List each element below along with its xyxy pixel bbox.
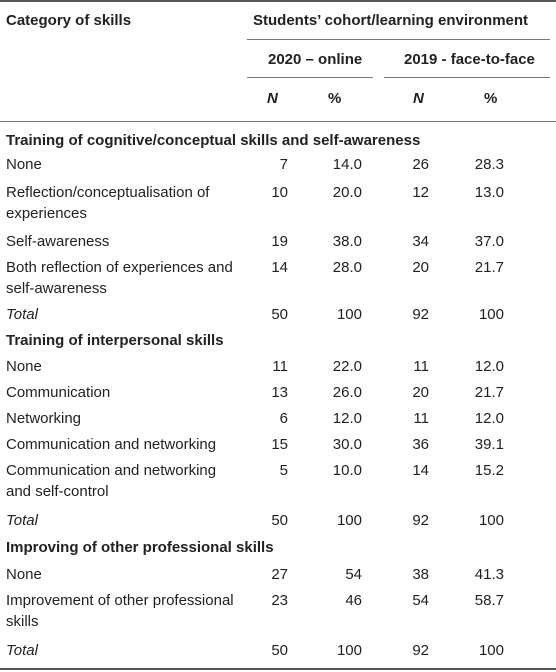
row-n2020: 50 [271, 642, 288, 659]
header-n-2019: N [413, 90, 424, 107]
row-p2019: 13.0 [474, 184, 504, 201]
header-n-2020: N [267, 90, 278, 107]
header-2020-rule [247, 77, 373, 78]
row-n2020: 11 [272, 358, 288, 375]
row-n2019: 12 [412, 184, 429, 201]
row-label: Communication and networking [6, 436, 217, 453]
row-label-total: Total [6, 306, 38, 323]
header-cohort: Students’ cohort/learning environment [253, 12, 529, 29]
row-p2019: 100 [478, 306, 504, 323]
row-p2019: 21.7 [474, 259, 504, 276]
row-p2020: 46 [345, 592, 362, 609]
row-n2020: 14 [271, 259, 288, 276]
row-n2020: 50 [271, 512, 288, 529]
row-label: None [6, 566, 42, 583]
table-bottom-rule [0, 668, 556, 670]
row-n2020: 19 [271, 233, 288, 250]
row-label: None [6, 358, 42, 375]
row-label: Both reflection of experiences and self-… [6, 259, 233, 297]
row-n2019: 38 [412, 566, 429, 583]
row-n2020: 10 [271, 184, 288, 201]
header-cohort-rule [247, 39, 550, 40]
row-p2020: 12.0 [332, 410, 362, 427]
row-p2019: 12.0 [474, 358, 504, 375]
row-p2020: 54 [345, 566, 362, 583]
row-p2019: 100 [478, 512, 504, 529]
row-p2019: 39.1 [474, 436, 504, 453]
row-p2019: 41.3 [474, 566, 504, 583]
row-n2019: 36 [412, 436, 429, 453]
row-p2020: 10.0 [332, 462, 362, 479]
row-n2020: 7 [279, 156, 288, 173]
row-n2019: 92 [412, 306, 429, 323]
table-top-rule [0, 0, 556, 2]
section-title: Improving of other professional skills [6, 539, 274, 556]
row-p2019: 37.0 [474, 233, 504, 250]
header-2019-rule [384, 77, 550, 78]
row-p2020: 26.0 [332, 384, 362, 401]
row-label-total: Total [6, 512, 38, 529]
row-n2019: 14 [412, 462, 429, 479]
row-label: Networking [6, 410, 82, 427]
row-label: Reflection/conceptualisation of experien… [6, 184, 210, 222]
row-p2020: 30.0 [332, 436, 362, 453]
row-n2019: 92 [412, 512, 429, 529]
row-n2020: 6 [279, 410, 288, 427]
row-label: None [6, 156, 42, 173]
row-n2020: 13 [271, 384, 288, 401]
header-category: Category of skills [6, 12, 132, 29]
section-title: Training of interpersonal skills [6, 332, 224, 349]
row-n2019: 20 [412, 259, 429, 276]
row-p2019: 28.3 [474, 156, 504, 173]
row-n2019: 20 [412, 384, 429, 401]
row-n2019: 11 [413, 410, 429, 427]
header-pct-2020: % [328, 90, 342, 107]
header-pct-2019: % [484, 90, 498, 107]
row-p2019: 58.7 [474, 592, 504, 609]
row-n2020: 5 [279, 462, 288, 479]
row-p2020: 38.0 [332, 233, 362, 250]
row-n2019: 54 [412, 592, 429, 609]
header-2019-face: 2019 - face-to-face [404, 51, 535, 68]
header-2020-online: 2020 – online [268, 51, 363, 68]
row-p2020: 100 [336, 306, 362, 323]
row-p2020: 22.0 [332, 358, 362, 375]
row-p2019: 15.2 [474, 462, 504, 479]
row-p2019: 21.7 [474, 384, 504, 401]
row-label-total: Total [6, 642, 38, 659]
row-p2020: 28.0 [332, 259, 362, 276]
row-label: Communication [6, 384, 111, 401]
row-n2019: 34 [412, 233, 429, 250]
section-title: Training of cognitive/conceptual skills … [6, 132, 421, 149]
row-label: Communication and networking and self-co… [6, 462, 217, 500]
row-p2020: 14.0 [332, 156, 362, 173]
row-label: Improvement of other professional skills [6, 592, 234, 630]
row-p2019: 12.0 [474, 410, 504, 427]
row-n2019: 92 [412, 642, 429, 659]
row-n2020: 27 [271, 566, 288, 583]
row-p2020: 100 [336, 642, 362, 659]
row-n2019: 11 [413, 358, 429, 375]
row-n2019: 26 [412, 156, 429, 173]
row-p2020: 20.0 [332, 184, 362, 201]
row-p2019: 100 [478, 642, 504, 659]
row-n2020: 50 [271, 306, 288, 323]
row-n2020: 23 [271, 592, 288, 609]
header-bottom-rule [0, 121, 556, 122]
row-label: Self-awareness [6, 233, 110, 250]
row-n2020: 15 [271, 436, 288, 453]
row-p2020: 100 [336, 512, 362, 529]
